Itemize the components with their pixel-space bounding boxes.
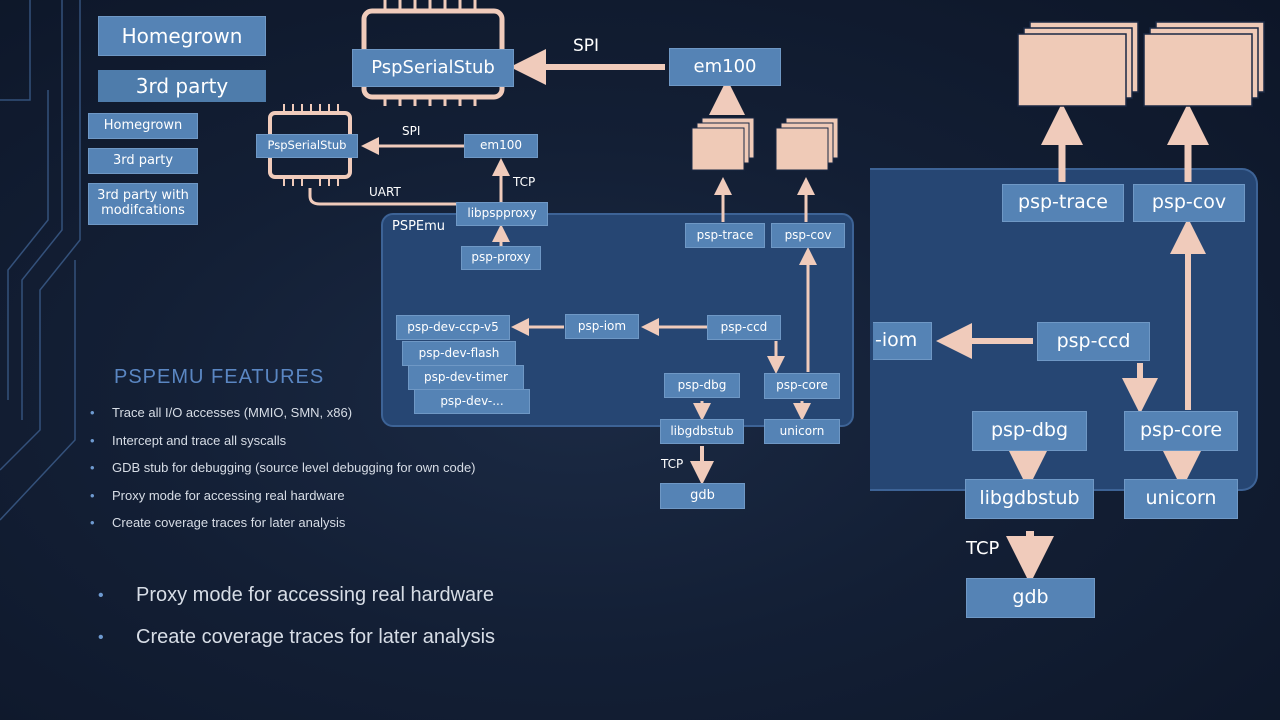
legend-homegrown-large: Homegrown xyxy=(98,16,266,56)
features-title: PSPEMU FEATURES xyxy=(114,366,325,388)
psp-dbg-box-small: psp-dbg xyxy=(664,373,740,398)
legend-homegrown-small: Homegrown xyxy=(88,113,198,139)
psp-iom-box-small: psp-iom xyxy=(565,314,639,339)
psp-core-box-small: psp-core xyxy=(764,373,840,399)
psp-dev-timer-box: psp-dev-timer xyxy=(408,365,524,390)
psp-dbg-box-large: psp-dbg xyxy=(972,411,1087,451)
libpspproxy-box: libpspproxy xyxy=(456,202,548,226)
legend-third-party-large: 3rd party xyxy=(98,70,266,102)
psp-ccd-box-large: psp-ccd xyxy=(1037,322,1150,361)
psp-trace-box-small: psp-trace xyxy=(685,223,765,248)
gdb-box-small: gdb xyxy=(660,483,745,509)
psp-dev-more-box: psp-dev-... xyxy=(414,389,530,414)
tcp-label-large: TCP xyxy=(966,538,1000,559)
document-stack-icon xyxy=(1017,21,1139,107)
gdb-box-large: gdb xyxy=(966,578,1095,618)
spi-label-large: SPI xyxy=(573,36,600,56)
psp-ccd-box-small: psp-ccd xyxy=(707,315,781,340)
em100-small: em100 xyxy=(464,134,538,158)
libgdbstub-box-small: libgdbstub xyxy=(660,419,744,444)
legend-third-party-modified-small: 3rd party with modifcations xyxy=(88,183,198,225)
tcp-label-top: TCP xyxy=(513,175,536,189)
psp-core-box-large: psp-core xyxy=(1124,411,1238,451)
uart-label: UART xyxy=(369,185,401,199)
legend-third-party-small: 3rd party xyxy=(88,148,198,174)
pspserialstub-small: PspSerialStub xyxy=(256,134,358,158)
psp-trace-box-large: psp-trace xyxy=(1002,184,1124,222)
psp-cov-box-large: psp-cov xyxy=(1133,184,1245,222)
psp-iom-box-large-partial: -iom xyxy=(873,322,932,360)
document-stack-icon xyxy=(1143,21,1265,107)
psp-dev-flash-box: psp-dev-flash xyxy=(402,341,516,366)
psp-proxy-box: psp-proxy xyxy=(461,246,541,270)
psp-cov-box-small: psp-cov xyxy=(771,223,845,248)
document-stack-icon xyxy=(691,117,755,171)
libgdbstub-box-large: libgdbstub xyxy=(965,479,1094,519)
spi-label-small: SPI xyxy=(402,124,421,138)
unicorn-box-large: unicorn xyxy=(1124,479,1238,519)
pspserialstub-large: PspSerialStub xyxy=(352,49,514,87)
unicorn-box-small: unicorn xyxy=(764,419,840,444)
psp-dev-ccp-v5-box: psp-dev-ccp-v5 xyxy=(396,315,510,340)
tcp-label-bottom: TCP xyxy=(661,457,684,471)
pspemu-region-label: PSPEmu xyxy=(392,219,446,234)
em100-large: em100 xyxy=(669,48,781,86)
document-stack-icon xyxy=(775,117,839,171)
